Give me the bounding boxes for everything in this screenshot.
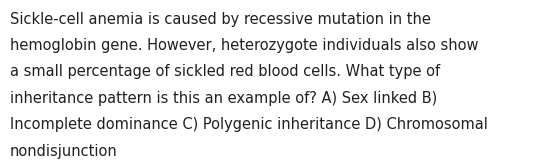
Text: hemoglobin gene. However, heterozygote individuals also show: hemoglobin gene. However, heterozygote i… xyxy=(10,38,479,53)
Text: Sickle-cell anemia is caused by recessive mutation in the: Sickle-cell anemia is caused by recessiv… xyxy=(10,12,431,27)
Text: nondisjunction: nondisjunction xyxy=(10,144,118,159)
Text: inheritance pattern is this an example of? A) Sex linked B): inheritance pattern is this an example o… xyxy=(10,91,437,106)
Text: a small percentage of sickled red blood cells. What type of: a small percentage of sickled red blood … xyxy=(10,64,440,79)
Text: Incomplete dominance C) Polygenic inheritance D) Chromosomal: Incomplete dominance C) Polygenic inheri… xyxy=(10,117,488,132)
